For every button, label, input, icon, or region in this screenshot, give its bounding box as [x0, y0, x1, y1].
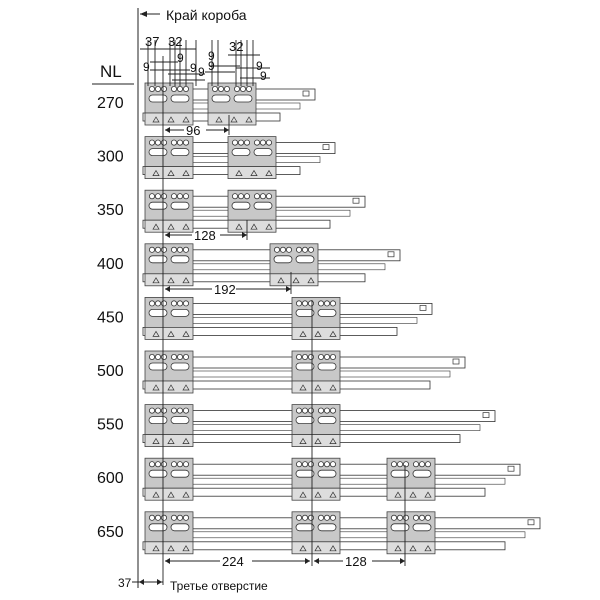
row-nl-300: 300	[97, 136, 336, 180]
nl-value: 450	[97, 309, 124, 326]
dim-9: 9	[260, 69, 267, 83]
arrowhead	[139, 579, 144, 585]
middle-bracket	[269, 243, 319, 287]
dim-9: 9	[208, 49, 215, 63]
dim-128-row350: 128	[194, 228, 216, 243]
nl-label: NL	[100, 62, 122, 81]
upper-rail	[189, 517, 541, 530]
nl-value: 500	[97, 363, 124, 380]
arrowhead	[400, 558, 405, 564]
middle-bracket	[227, 189, 277, 233]
front-bracket	[144, 404, 194, 448]
front-bracket	[144, 296, 194, 340]
arrowhead	[165, 232, 170, 238]
dim-9: 9	[177, 51, 184, 65]
third-hole-label: Третье отверстие	[170, 579, 268, 593]
front-bracket	[144, 457, 194, 501]
arrowhead	[242, 232, 247, 238]
lower-rail	[142, 166, 301, 176]
front-bracket	[144, 136, 194, 180]
front-bracket	[144, 189, 194, 233]
middle-bracket	[291, 350, 341, 394]
middle-bracket	[207, 82, 257, 126]
middle-bracket	[291, 511, 341, 555]
nl-value: 550	[97, 417, 124, 434]
row-nl-600: 600	[97, 457, 521, 501]
row-nl-500: 500	[97, 350, 466, 394]
dimensions: 37 32 32 96 128 192 224 128 37 Третье от…	[118, 34, 406, 593]
nl-value: 350	[97, 202, 124, 219]
lower-rail	[142, 326, 398, 336]
nl-value: 400	[97, 256, 124, 273]
rear-bracket	[386, 511, 436, 555]
front-bracket	[144, 243, 194, 287]
middle-bracket	[291, 404, 341, 448]
dim-37-top: 37	[145, 34, 159, 49]
edge-arrowhead	[140, 11, 147, 17]
row-nl-270: 270	[97, 82, 316, 126]
front-bracket	[144, 511, 194, 555]
arrowhead	[286, 286, 291, 292]
dim-96: 96	[186, 123, 200, 138]
nl-value: 650	[97, 524, 124, 541]
arrowhead	[224, 127, 229, 133]
dim-224: 224	[222, 554, 244, 569]
arrowhead	[165, 558, 170, 564]
dim-128-bottom: 128	[345, 554, 367, 569]
front-bracket	[144, 82, 194, 126]
row-nl-450: 450	[97, 296, 433, 340]
row-nl-350: 350	[97, 189, 366, 233]
lower-rail	[142, 380, 431, 390]
dim-192: 192	[214, 282, 236, 297]
nl-value: 270	[97, 95, 124, 112]
dim-9: 9	[198, 65, 205, 79]
row-nl-400: 400	[97, 243, 401, 287]
arrowhead	[314, 558, 319, 564]
edge-label: Край короба	[166, 7, 247, 23]
arrowhead	[157, 579, 162, 585]
arrowhead	[165, 286, 170, 292]
rear-bracket	[386, 457, 436, 501]
arrowhead	[165, 127, 170, 133]
row-nl-650: 650	[97, 511, 541, 555]
dim-37-bottom: 37	[118, 576, 132, 590]
front-bracket	[144, 350, 194, 394]
upper-rail	[189, 463, 521, 476]
middle-bracket	[291, 457, 341, 501]
dim-9: 9	[208, 59, 215, 73]
arrowhead	[305, 558, 310, 564]
nl-value: 300	[97, 149, 124, 166]
dim-9: 9	[190, 61, 197, 75]
middle-bracket	[291, 296, 341, 340]
dim-9: 9	[143, 60, 150, 74]
upper-rail	[189, 195, 366, 208]
middle-bracket	[227, 136, 277, 180]
upper-rail	[189, 410, 496, 423]
lower-rail	[142, 273, 366, 283]
row-nl-550: 550	[97, 404, 496, 448]
nl-value: 600	[97, 470, 124, 487]
dim-9: 9	[256, 59, 263, 73]
